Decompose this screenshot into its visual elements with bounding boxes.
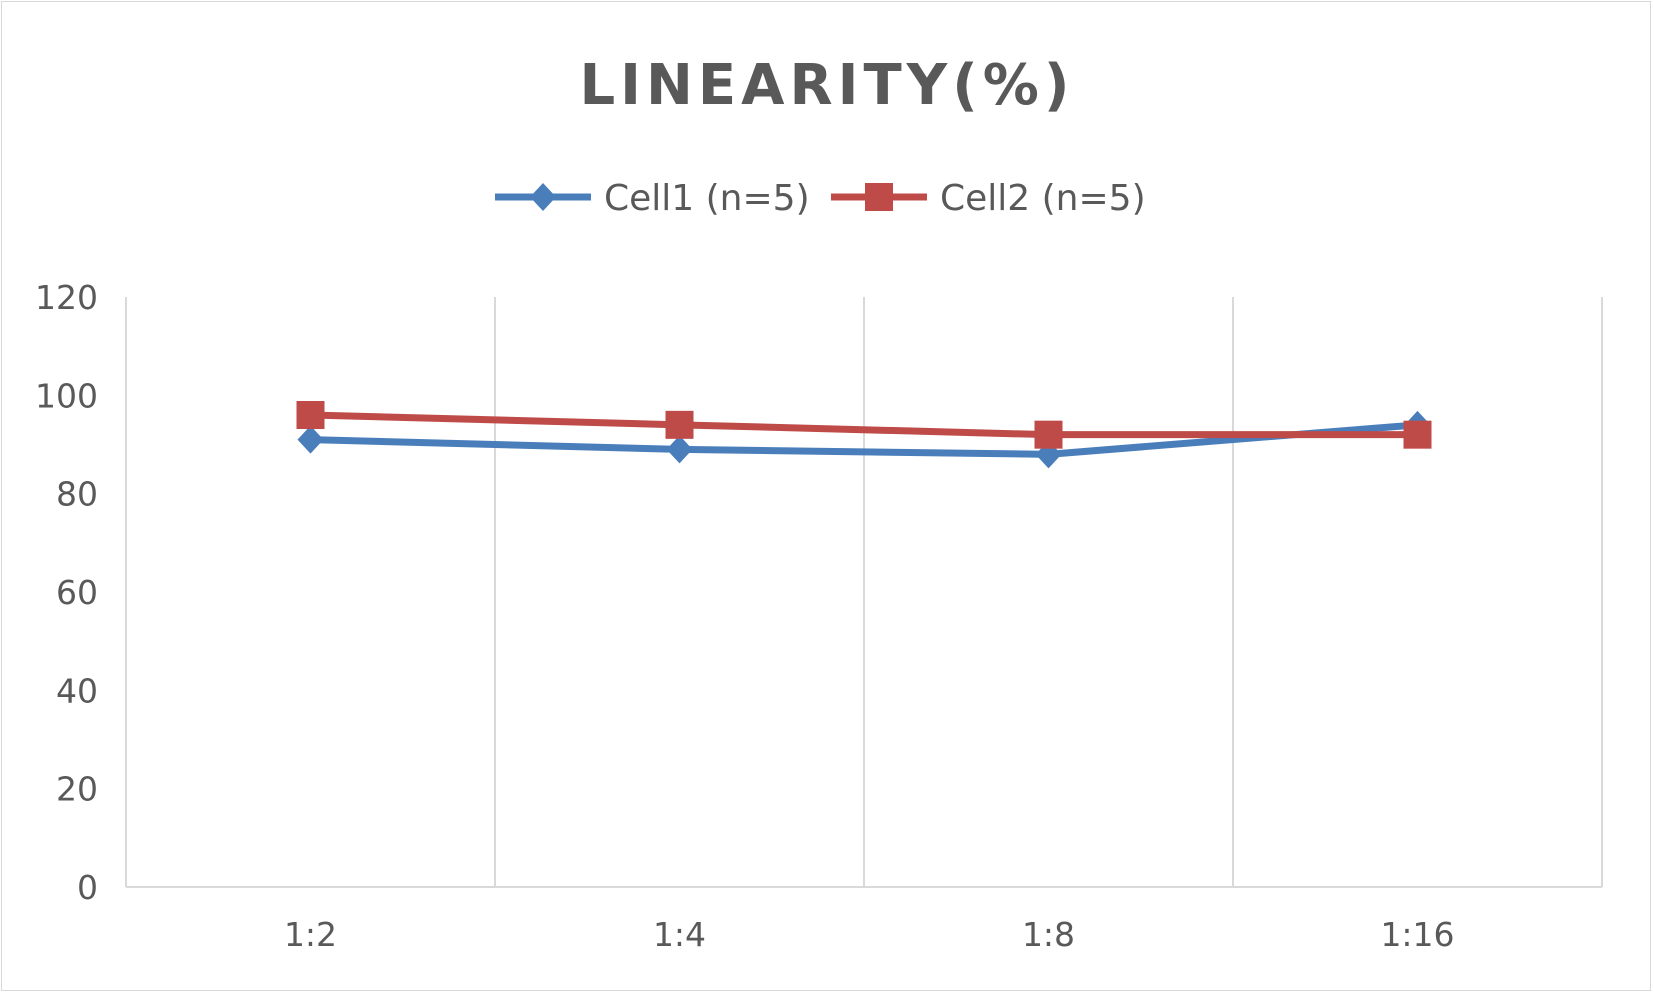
x-axis: 1:2 1:4 1:8 1:16 [284,915,1455,954]
y-tick-label: 0 [77,868,98,907]
y-tick-label: 100 [35,376,98,415]
y-tick-label: 80 [56,475,98,514]
diamond-marker-icon [530,183,556,211]
chart-title: LINEARITY(%) [580,53,1075,118]
legend-item: Cell1 (n=5) [495,178,810,219]
data-point [1403,420,1432,449]
legend-item: Cell2 (n=5) [831,178,1146,219]
data-point [297,425,324,454]
series-line [310,421,1418,458]
x-tick-label: 1:2 [284,915,337,954]
x-tick-label: 1:16 [1380,915,1454,954]
data-point [665,410,694,439]
data-point [296,401,325,429]
y-tick-label: 60 [56,573,98,612]
x-tick-label: 1:8 [1022,915,1075,954]
y-tick-label: 20 [56,770,98,809]
series-line [310,411,1418,439]
data-point [1034,420,1063,449]
y-tick-label: 120 [35,278,98,317]
legend-label: Cell2 (n=5) [940,178,1146,219]
series-group [296,401,1432,469]
x-tick-label: 1:4 [653,915,706,954]
square-marker-icon [865,183,893,211]
y-tick-label: 40 [56,671,98,710]
y-axis: 0 20 40 60 80 100 120 [35,278,98,907]
series-2 [296,401,1432,449]
data-point [666,435,693,464]
legend: Cell1 (n=5) Cell2 (n=5) [495,178,1146,219]
grid [125,297,1603,888]
legend-label: Cell1 (n=5) [604,178,810,219]
